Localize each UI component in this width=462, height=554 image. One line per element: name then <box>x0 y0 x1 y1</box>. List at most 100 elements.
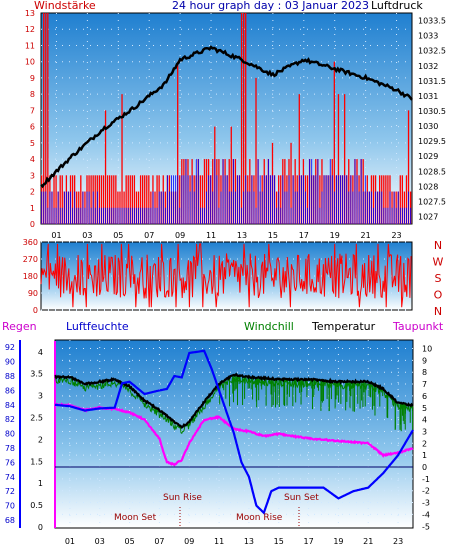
humidity-axis-tick: 86 <box>5 386 15 395</box>
wind-gust-bar <box>195 159 197 224</box>
wind-speed-bar <box>177 61 179 224</box>
wind-speed-bar <box>94 175 96 224</box>
wind-speed-bar <box>290 142 292 224</box>
wind-gust-bar <box>261 191 263 224</box>
wind-gust-bar <box>210 175 212 224</box>
chart-header: Windstärke 24 hour graph day : 03 Januar… <box>34 0 423 12</box>
wind-gust-bar <box>350 175 352 224</box>
wind-gust-bar <box>393 191 395 224</box>
wind-gust-bar <box>272 175 273 224</box>
wind-gust-bar <box>278 191 280 224</box>
windstaerke-label: Windstärke <box>34 0 96 12</box>
wind-gust-bar <box>404 207 405 224</box>
wind-speed-bar <box>343 94 346 225</box>
wind-speed-bar <box>47 13 49 224</box>
wind-time-tick: 13 <box>237 231 247 240</box>
wind-gust-bar <box>399 207 401 224</box>
wind-speed-bar <box>337 94 340 225</box>
wind-axis-tick: 0 <box>30 220 35 229</box>
wind-gust-bar <box>41 191 43 224</box>
wind-gust-bar <box>129 207 131 224</box>
wind-gust-bar <box>169 191 170 224</box>
wind-gust-bar <box>385 207 387 224</box>
wind-gust-bar <box>364 175 366 224</box>
wind-gust-bar <box>263 175 265 224</box>
pressure-axis-tick: 1029 <box>418 152 438 161</box>
temperature-axis-tick: 10 <box>422 345 432 354</box>
wind-gust-bar <box>86 191 88 224</box>
temperature-axis-tick: 1 <box>422 451 427 460</box>
wind-speed-bar <box>201 175 204 224</box>
wind-gust-bar <box>259 175 261 224</box>
wind-gust-bar <box>204 207 205 224</box>
wind-gust-bar <box>193 191 195 224</box>
wind-gust-bar <box>103 207 104 224</box>
rain-axis: 0 0.5 1 1.5 2 2.5 3 3.5 4 <box>30 348 43 532</box>
temperature-time-tick: 13 <box>244 537 254 546</box>
rain-axis-tick: 2 <box>38 435 43 444</box>
wind-gust-bar <box>358 191 360 224</box>
wind-speed-bar <box>109 175 111 224</box>
compass-label: W <box>433 256 444 269</box>
wind-speed-bar <box>106 175 109 224</box>
wind-gust-bar <box>243 191 245 224</box>
sun-rise-label: Sun Rise <box>163 493 202 503</box>
wind-speed-bar <box>319 175 321 224</box>
wind-gust-bar <box>197 159 199 224</box>
wind-gust-bar <box>177 175 179 224</box>
wind-gust-bar <box>282 175 284 224</box>
wind-gust-bar <box>329 159 331 224</box>
wind-gust-bar <box>84 207 86 224</box>
wind-gust-bar <box>360 159 362 224</box>
wind-gust-bar <box>107 207 109 224</box>
wind-gust-bar <box>142 207 144 224</box>
wind-gust-bar <box>381 191 383 224</box>
wind-time-tick: 05 <box>113 231 123 240</box>
wind-gust-bar <box>408 191 409 224</box>
wind-gust-bar <box>68 191 69 224</box>
wind-gust-bar <box>369 191 370 224</box>
wind-gust-bar <box>362 191 364 224</box>
wind-speed-bar <box>121 94 123 225</box>
humidity-line <box>54 349 414 515</box>
wind-speed-bar <box>212 159 214 224</box>
wind-gust-bar <box>144 207 146 224</box>
temperature-time-tick: 11 <box>214 537 224 546</box>
pressure-axis-tick: 1032.5 <box>418 47 446 56</box>
rain-axis-tick: 1.5 <box>30 457 43 466</box>
pressure-axis-tick: 1030 <box>418 122 438 131</box>
wind-gust-bar <box>158 191 160 224</box>
wind-gust-bar <box>251 175 253 224</box>
wind-gust-bar <box>187 175 189 224</box>
wind-gust-bar <box>265 175 267 224</box>
pressure-axis-tick: 1027 <box>418 212 438 221</box>
wind-axis-tick: 1 <box>30 204 35 213</box>
wind-speed-bar <box>401 175 403 224</box>
wind-gust-bar <box>220 191 222 224</box>
wind-gust-bar <box>270 175 271 224</box>
pressure-axis-tick: 1032 <box>418 62 438 71</box>
rain-axis-tick: 0.5 <box>30 501 43 510</box>
pressure-axis-tick: 1031 <box>418 92 438 101</box>
wind-gust-bar <box>115 207 117 224</box>
wind-gust-bar <box>200 207 201 224</box>
direction-axis-tick: 180 <box>23 272 38 281</box>
temperature-time-axis: 01 03 05 07 09 11 13 15 17 19 21 23 <box>65 537 403 546</box>
wind-speed-bar <box>53 175 55 224</box>
pressure-axis-tick: 1027.5 <box>418 197 446 206</box>
taupunkt-label: Taupunkt <box>392 320 444 333</box>
wind-gust-bar <box>255 207 257 224</box>
wind-time-tick: 11 <box>206 231 216 240</box>
wind-gust-bar <box>148 207 150 224</box>
temperatur-label: Temperatur <box>311 320 376 333</box>
wind-gust-bar <box>191 175 193 224</box>
wind-gust-bar <box>72 207 74 224</box>
pressure-axis-tick: 1029.5 <box>418 137 446 146</box>
wind-speed-bar <box>306 175 309 224</box>
wind-gust-bar <box>179 207 181 224</box>
wind-speed-bar <box>348 159 350 224</box>
